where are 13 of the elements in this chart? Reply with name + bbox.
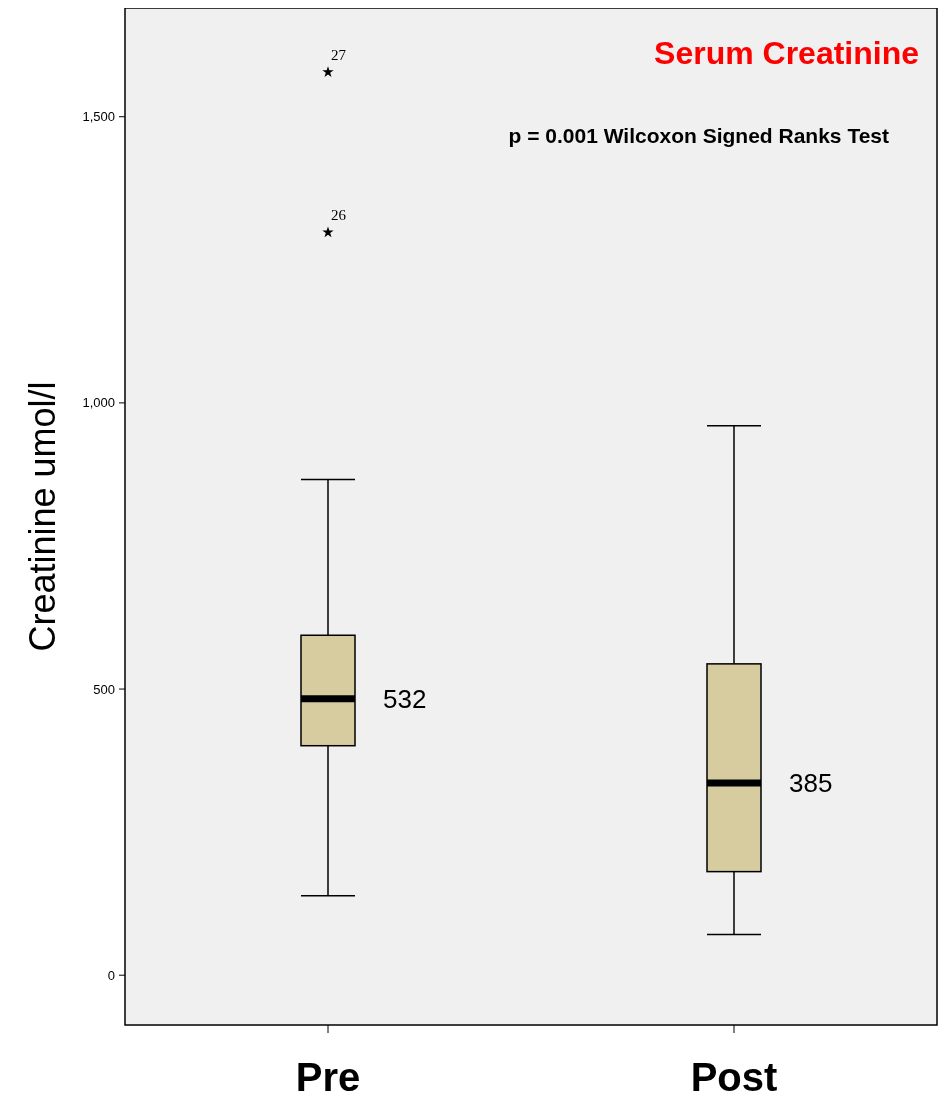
x-tick-label: Post — [690, 1055, 778, 1099]
y-tick-label: 0 — [107, 967, 115, 983]
annotation: 26 — [331, 207, 347, 224]
annotation: 27 — [331, 47, 347, 64]
y-tick-label: 1,500 — [82, 109, 115, 125]
y-tick-label: 1,000 — [82, 395, 115, 411]
x-tick-label: Pre — [295, 1055, 361, 1099]
text: Serum Creatinine — [654, 35, 919, 71]
y-axis-title: Creatinine umol/l — [22, 381, 63, 652]
annotation: 385 — [789, 768, 833, 799]
annotation: 532 — [383, 683, 427, 714]
annotation: p = 0.001 Wilcoxon Signed Ranks Test — [508, 124, 889, 147]
y-tick-label: 500 — [93, 681, 115, 697]
